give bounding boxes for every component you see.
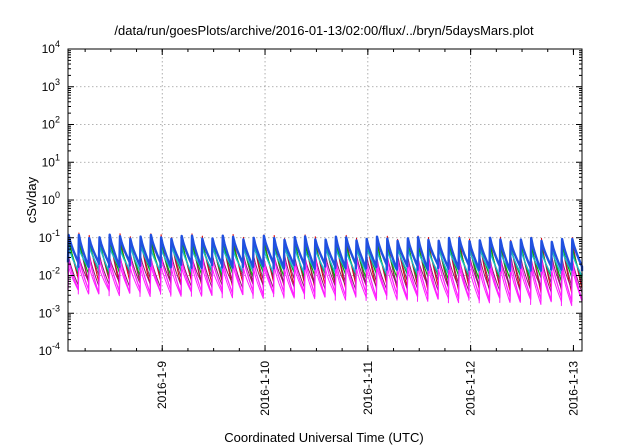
y-tick-labels: 10-4 10-3 10-2 10-1 100 101 102 103 104 [39,39,60,358]
y-tick-label: 103 [42,77,60,94]
grid [68,49,582,351]
chart-title: /data/run/goesPlots/archive/2016-01-13/0… [114,23,534,38]
series-group [66,232,584,307]
y-tick-label: 10-4 [39,341,60,358]
series-line [66,233,584,272]
y-tick-label: 10-2 [39,266,60,283]
ticks [68,48,582,352]
y-tick-label: 100 [42,190,60,207]
series-line [67,263,583,307]
y-tick-label: 10-1 [39,228,60,245]
x-tick-labels: 2016-1-9 2016-1-10 2016-1-11 2016-1-12 2016-… [155,361,580,416]
x-tick-label: 2016-1-13 [566,361,580,416]
y-tick-label: 102 [42,115,60,132]
y-tick-label: 101 [42,152,60,169]
x-tick-label: 2016-1-10 [258,361,272,416]
x-tick-label: 2016-1-12 [464,361,478,416]
y-tick-label: 10-3 [39,303,60,320]
x-tick-label: 2016-1-11 [361,361,375,415]
x-tick-label: 2016-1-9 [155,361,169,409]
y-tick-label: 104 [42,39,60,56]
x-axis-label: Coordinated Universal Time (UTC) [224,430,423,445]
y-axis-label: cSv/day [24,176,39,223]
